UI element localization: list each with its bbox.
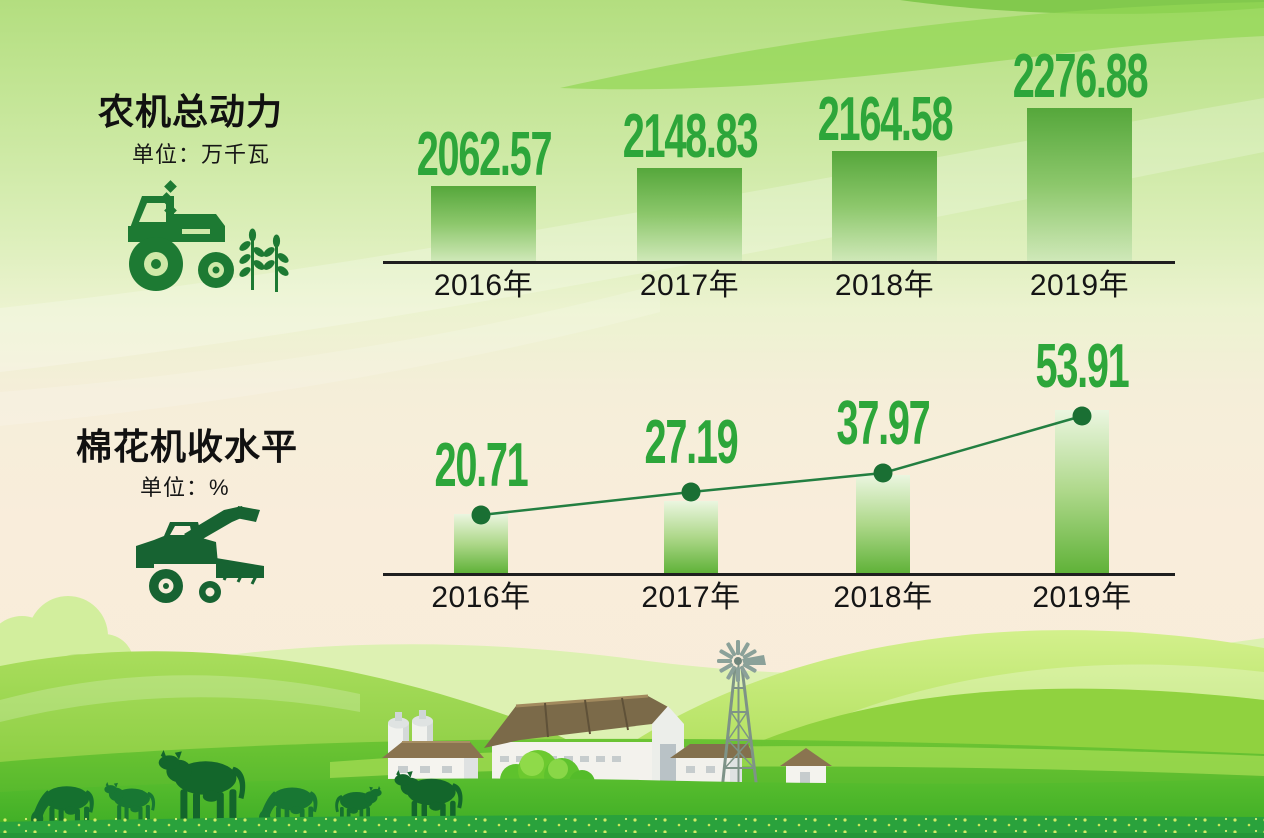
chart2-title: 棉花机收水平 — [76, 426, 299, 467]
x-axis-label: 2016年 — [433, 269, 534, 302]
bar — [832, 151, 937, 261]
bar — [431, 186, 536, 261]
value-label: 37.97 — [836, 389, 931, 458]
chart2-unit-label: 单位：% — [140, 475, 230, 500]
x-axis-label: 2017年 — [641, 581, 741, 614]
wheat-icon — [239, 228, 289, 292]
chart2-x-axis — [383, 573, 1175, 576]
chart1-title: 农机总动力 — [98, 91, 284, 132]
data-point-dot — [681, 482, 701, 502]
tractor-icon — [128, 180, 289, 292]
x-axis-label: 2019年 — [1032, 581, 1132, 614]
harvester-icon — [136, 506, 264, 603]
bar — [1055, 410, 1109, 573]
bar — [637, 168, 742, 261]
value-label: 2148.83 — [622, 102, 758, 171]
value-label: 27.19 — [644, 408, 739, 477]
value-label: 20.71 — [434, 431, 529, 500]
bar — [664, 501, 718, 573]
windmill — [720, 660, 759, 791]
chart1-unit-label: 单位：万千瓦 — [132, 142, 271, 167]
chart1-x-axis — [383, 261, 1175, 264]
farm-scene-illustration — [0, 596, 1264, 838]
x-axis-label: 2018年 — [834, 269, 935, 302]
value-label: 2062.57 — [416, 120, 552, 189]
bar — [1027, 108, 1132, 261]
trend-line — [480, 414, 1083, 517]
x-axis-label: 2019年 — [1029, 269, 1130, 302]
bar — [454, 514, 508, 573]
value-label: 53.91 — [1035, 332, 1130, 401]
x-axis-label: 2018年 — [833, 581, 933, 614]
x-axis-label: 2017年 — [639, 269, 740, 302]
value-label: 2164.58 — [817, 85, 953, 154]
value-label: 2276.88 — [1012, 42, 1148, 111]
small-house — [780, 748, 832, 788]
bar — [856, 475, 910, 573]
windmill-rotor — [717, 640, 766, 682]
x-axis-label: 2016年 — [431, 581, 531, 614]
